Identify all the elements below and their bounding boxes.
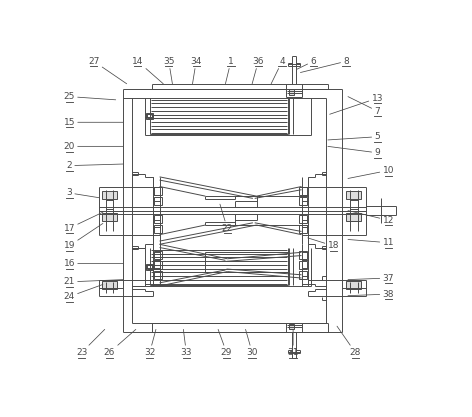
Text: 27: 27 [88,57,126,84]
Text: 10: 10 [348,166,394,178]
Text: 35: 35 [163,57,175,84]
Text: 11: 11 [348,238,394,247]
Bar [299,271,307,279]
Text: 16: 16 [64,259,123,268]
Bar [299,197,307,205]
Text: 36: 36 [252,57,264,84]
Bar [154,225,162,233]
Bar [346,191,361,199]
Text: 15: 15 [64,118,123,127]
Text: 21: 21 [64,277,123,286]
Text: 20: 20 [64,142,123,151]
Bar [102,213,117,221]
Text: 18: 18 [308,238,339,250]
Text: 37: 37 [348,274,394,282]
Bar [102,191,117,199]
Text: 5: 5 [328,132,380,141]
Text: 29: 29 [218,329,232,357]
Text: 31: 31 [287,329,299,357]
Bar [102,281,117,289]
Bar [147,265,152,269]
Bar [154,271,162,279]
Bar [346,213,361,221]
Bar [299,216,307,224]
Bar [346,281,361,289]
Bar [146,113,152,119]
Bar [154,187,162,195]
Bar [154,251,162,259]
Bar [289,324,294,329]
Bar [147,114,152,118]
Bar [289,89,294,95]
Text: 38: 38 [348,289,394,299]
Text: 2: 2 [67,161,123,170]
Text: 24: 24 [64,284,103,301]
Text: 22: 22 [220,204,233,233]
Text: 17: 17 [64,212,103,233]
Bar [146,264,152,270]
Text: 6: 6 [297,57,316,69]
Text: 34: 34 [191,57,202,84]
Bar [154,216,162,224]
Text: 4: 4 [271,57,285,84]
Text: 23: 23 [76,329,105,357]
Text: 12: 12 [348,211,394,225]
Text: 1: 1 [226,57,234,84]
Bar [299,225,307,233]
Text: 3: 3 [67,188,99,198]
Bar [154,197,162,205]
Bar [299,251,307,259]
Text: 14: 14 [132,57,163,84]
Text: 26: 26 [104,329,136,357]
Text: 28: 28 [337,326,361,357]
Text: 25: 25 [64,92,116,101]
Bar [299,261,307,269]
Text: 30: 30 [245,329,258,357]
Text: 7: 7 [348,97,380,116]
Text: 13: 13 [329,94,383,114]
Text: 8: 8 [300,57,349,73]
Bar [154,261,162,269]
Text: 32: 32 [144,329,156,357]
Bar [299,187,307,195]
Text: 19: 19 [64,224,103,250]
Text: 33: 33 [181,329,192,357]
Text: 9: 9 [328,146,380,157]
